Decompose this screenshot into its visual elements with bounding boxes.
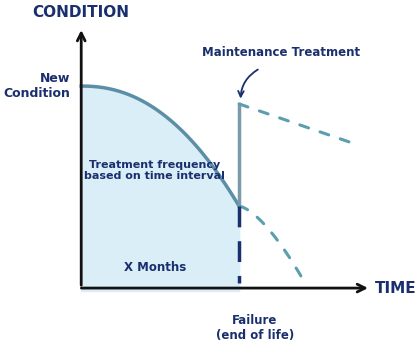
Text: New
Condition: New Condition <box>4 72 71 100</box>
Text: Failure
(end of life): Failure (end of life) <box>216 314 294 342</box>
Text: CONDITION: CONDITION <box>33 5 130 19</box>
Text: Maintenance Treatment: Maintenance Treatment <box>202 46 360 59</box>
Text: TIME: TIME <box>375 280 416 295</box>
Text: X Months: X Months <box>124 261 186 274</box>
Text: Treatment frequency
based on time interval: Treatment frequency based on time interv… <box>84 160 226 181</box>
